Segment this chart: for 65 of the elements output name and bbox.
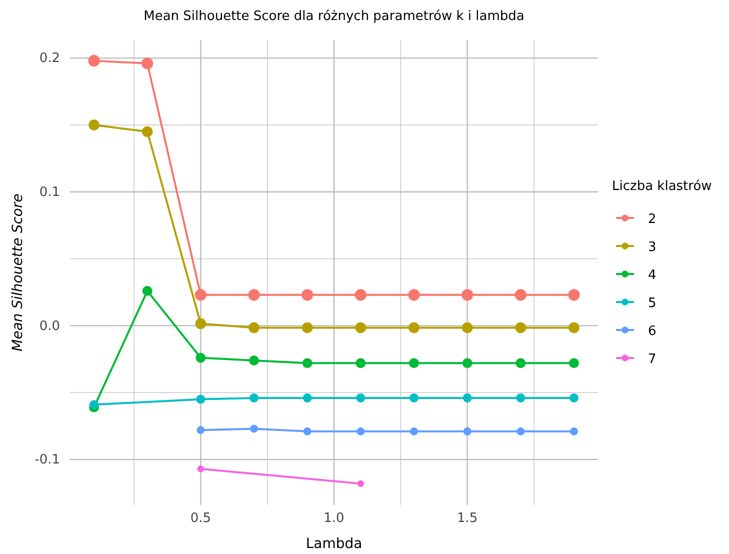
point	[408, 322, 420, 334]
point	[514, 289, 526, 301]
point	[197, 465, 204, 472]
chart-title: Mean Silhouette Score dla różnych parametrów k i lambda	[144, 9, 524, 24]
point	[354, 289, 366, 301]
point	[410, 427, 418, 436]
point	[408, 289, 420, 301]
point	[249, 393, 259, 402]
point	[462, 393, 472, 402]
point	[409, 358, 419, 368]
point	[569, 393, 579, 402]
point	[462, 289, 474, 301]
point	[142, 126, 153, 138]
point	[568, 289, 580, 301]
x-tick-label: 0.5	[190, 511, 212, 526]
point	[142, 58, 154, 70]
point	[515, 322, 526, 334]
x-axis-title: Lambda	[306, 536, 362, 552]
y-tick-label: -0.1	[34, 452, 60, 468]
x-tick-label: 1.5	[456, 511, 478, 526]
y-tick-label: 0.0	[39, 318, 60, 334]
point	[356, 358, 366, 368]
legend-label: 3	[648, 240, 656, 255]
point	[196, 426, 205, 434]
point	[194, 289, 206, 301]
point	[302, 358, 312, 368]
legend-label: 7	[648, 352, 656, 367]
legend-label: 6	[648, 324, 656, 339]
point	[302, 322, 313, 334]
point	[356, 427, 365, 436]
legend-label: 4	[648, 268, 656, 283]
y-axis-title: Mean Silhouette Score	[10, 194, 26, 352]
point	[463, 427, 472, 436]
point	[250, 424, 258, 433]
point	[88, 54, 100, 67]
point	[462, 322, 473, 334]
point	[409, 393, 419, 402]
point	[516, 358, 526, 368]
point	[248, 289, 260, 301]
point	[248, 322, 260, 334]
point	[302, 289, 314, 301]
point	[196, 352, 206, 363]
point	[569, 358, 579, 368]
point	[355, 322, 366, 334]
point	[249, 356, 259, 366]
point	[356, 393, 366, 402]
legend-title: Liczba klastrów	[612, 179, 712, 194]
point	[142, 286, 152, 296]
point	[196, 394, 206, 404]
point	[570, 427, 578, 436]
point	[302, 393, 312, 402]
point	[88, 120, 100, 130]
point	[462, 358, 472, 368]
point	[89, 400, 99, 410]
legend-label: 2	[648, 212, 656, 227]
point	[195, 318, 206, 330]
y-tick-label: 0.1	[39, 185, 60, 200]
point	[357, 480, 364, 487]
point	[568, 322, 580, 334]
point	[303, 427, 312, 436]
y-tick-label: 0.2	[39, 51, 60, 66]
point	[516, 427, 525, 436]
point	[516, 393, 526, 402]
legend-label: 5	[648, 296, 656, 311]
x-tick-label: 1.0	[324, 511, 344, 526]
